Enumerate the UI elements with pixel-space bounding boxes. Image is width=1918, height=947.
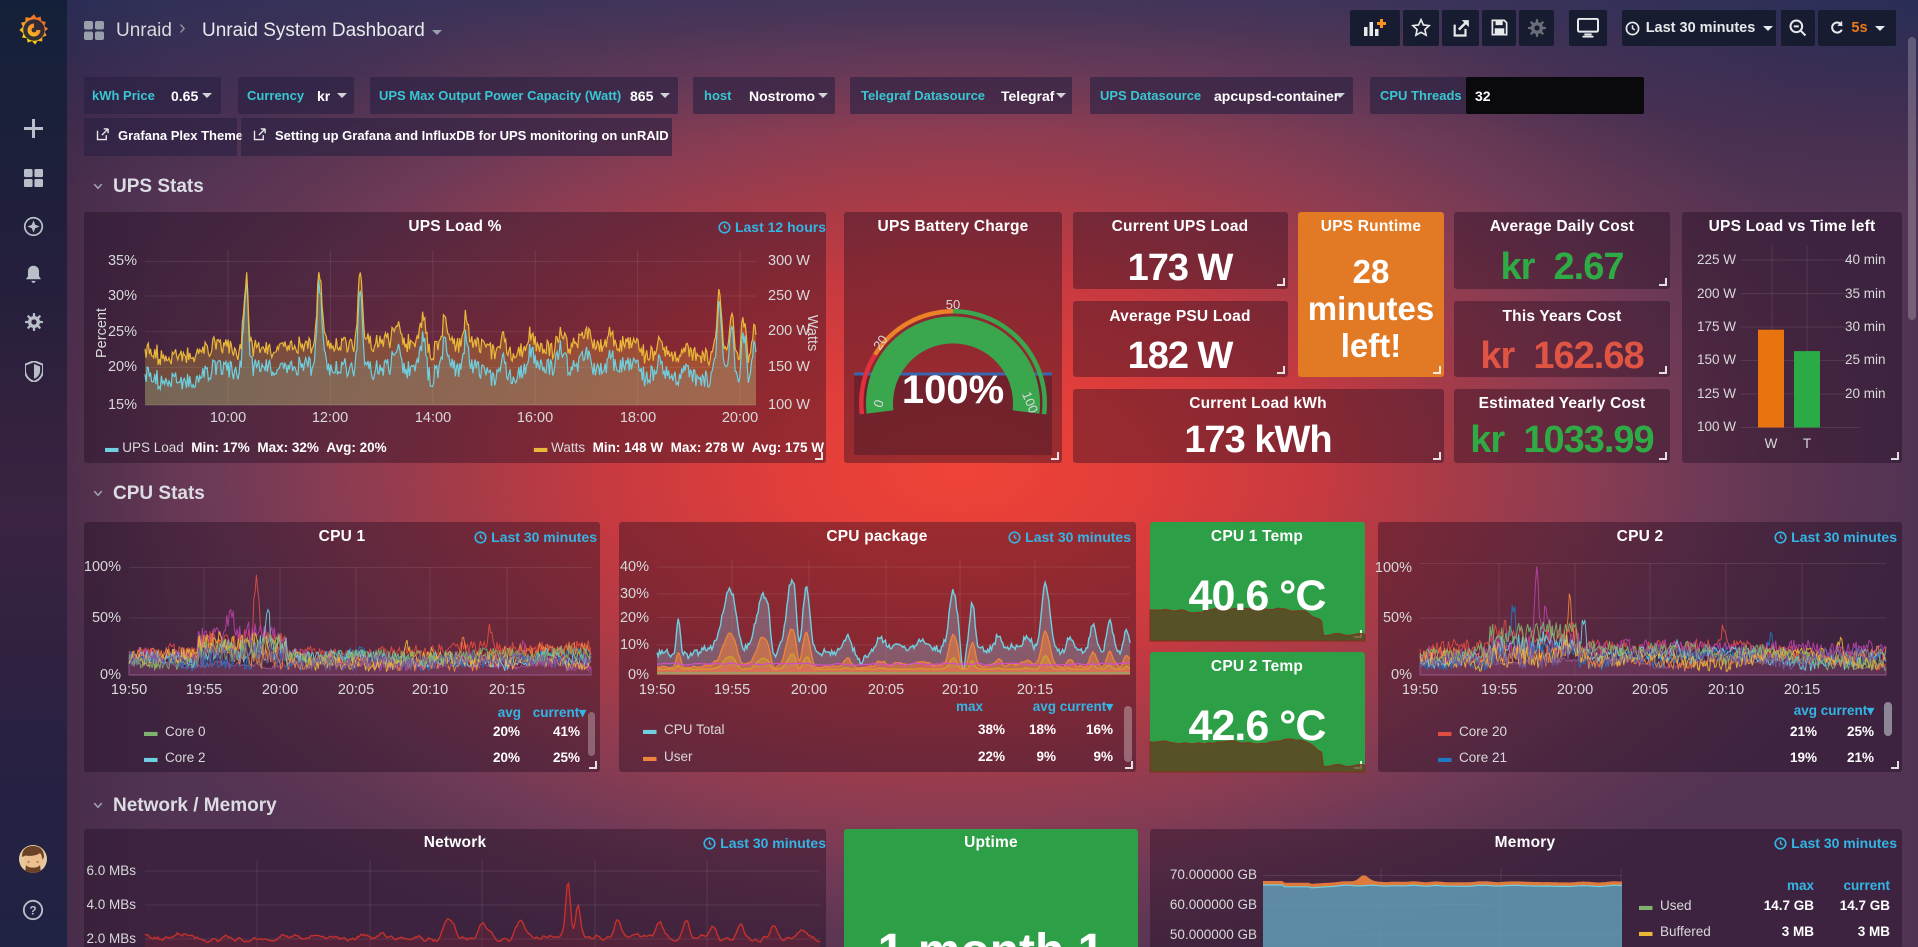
svg-text:50: 50 [946, 297, 960, 312]
svg-text:0: 0 [870, 398, 887, 410]
svg-text:100%: 100% [902, 368, 1004, 412]
svg-text:20: 20 [870, 332, 891, 352]
svg-text:?: ? [29, 904, 36, 918]
